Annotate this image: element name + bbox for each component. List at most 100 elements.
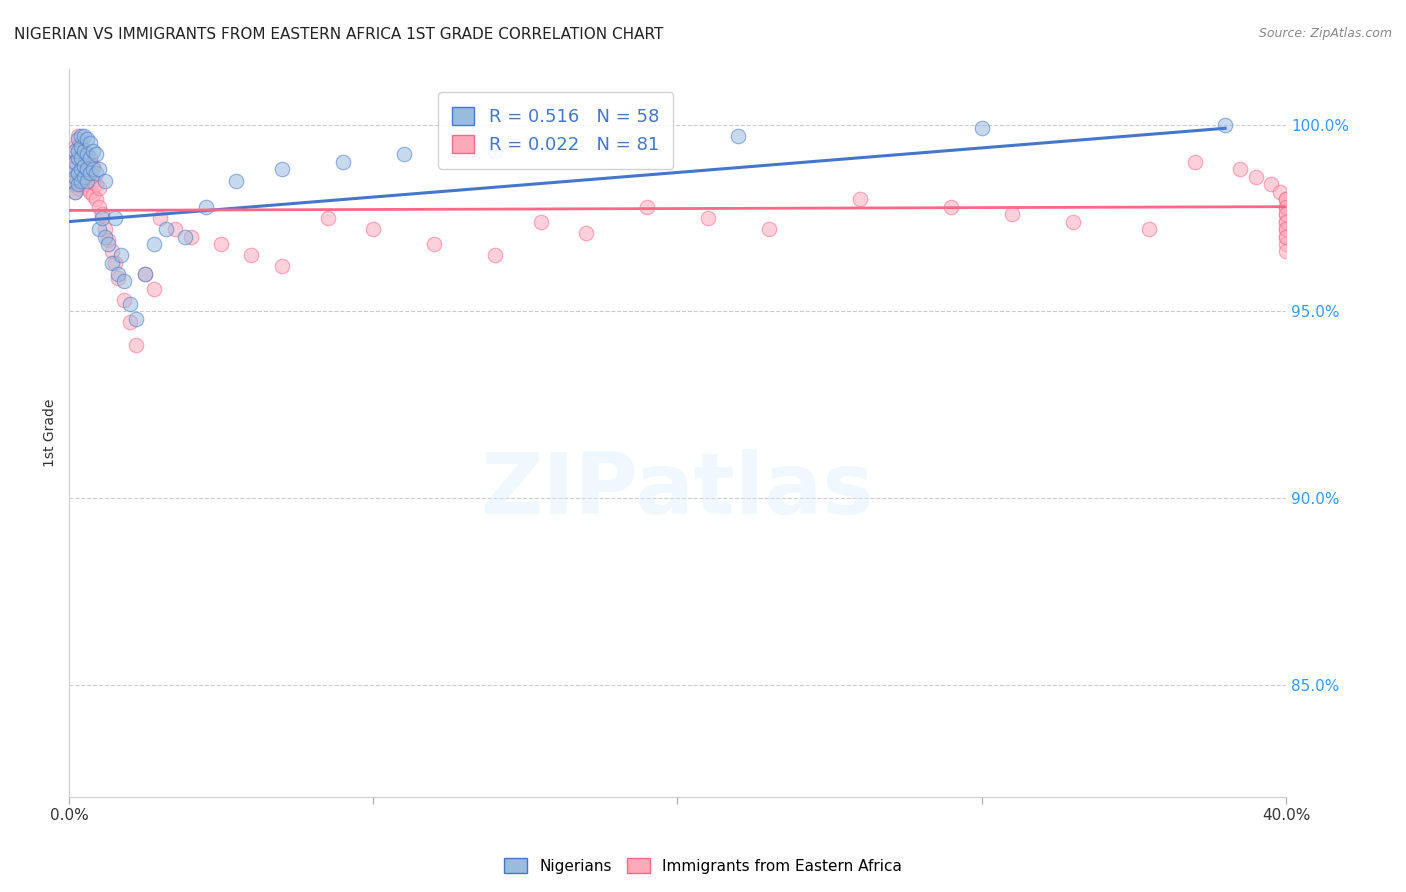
Point [63,140,86,154]
Point [70,128,93,143]
Legend: Nigerians, Immigrants from Eastern Africa: Nigerians, Immigrants from Eastern Afric… [498,852,908,880]
Point [84,166,107,180]
Point [1001,207,1024,221]
Point [97,237,120,252]
Point [423,237,446,252]
Point [76,162,98,177]
Point [60,162,83,177]
Point [271,162,294,177]
Point [849,192,872,206]
Point [70,178,93,192]
Point [316,211,339,225]
Point [125,311,148,326]
Point [143,237,166,252]
Point [73,162,96,177]
Point [1275,214,1298,228]
Point [60,154,83,169]
Point [79,136,101,151]
Point [67,128,90,143]
Point [67,151,90,165]
Point [82,162,104,177]
Point [1275,229,1298,244]
Point [225,173,247,187]
Point [63,185,86,199]
Point [67,181,90,195]
Point [1213,118,1236,132]
Point [332,154,354,169]
Point [73,128,96,143]
Point [67,132,90,146]
Point [1275,244,1298,259]
Point [84,147,107,161]
Point [209,237,232,252]
Point [73,159,96,173]
Point [84,178,107,192]
Point [1268,185,1291,199]
Point [484,248,506,262]
Point [67,140,90,154]
Point [361,222,384,236]
Point [67,151,90,165]
Point [134,267,156,281]
Point [67,166,90,180]
Point [696,211,718,225]
Point [1184,154,1206,169]
Point [970,121,993,136]
Point [1275,229,1298,244]
Point [79,151,101,165]
Point [67,166,90,180]
Point [1275,200,1298,214]
Point [392,147,415,161]
Point [70,173,93,187]
Point [1275,192,1298,206]
Point [70,140,93,154]
Point [758,222,780,236]
Point [1275,207,1298,221]
Point [112,274,135,288]
Point [67,144,90,158]
Point [60,173,83,187]
Point [1275,192,1298,206]
Point [100,244,122,259]
Point [1137,222,1160,236]
Point [63,169,86,184]
Point [134,267,156,281]
Text: NIGERIAN VS IMMIGRANTS FROM EASTERN AFRICA 1ST GRADE CORRELATION CHART: NIGERIAN VS IMMIGRANTS FROM EASTERN AFRI… [14,27,664,42]
Point [89,162,111,177]
Point [149,211,172,225]
Point [79,169,101,184]
Point [82,159,104,173]
Point [63,169,86,184]
Point [1062,214,1084,228]
Point [70,136,93,151]
Point [89,181,111,195]
Point [73,144,96,158]
Point [180,229,202,244]
Point [1275,237,1298,252]
Point [941,200,963,214]
Point [76,173,98,187]
Point [1229,162,1251,177]
Point [575,226,598,240]
Point [107,270,129,285]
Point [79,185,101,199]
Point [73,178,96,192]
Point [118,297,141,311]
Point [63,185,86,199]
Point [112,293,135,307]
Point [91,211,114,225]
Point [1260,178,1282,192]
Point [70,151,93,165]
Point [143,282,166,296]
Point [1275,214,1298,228]
Point [1275,222,1298,236]
Point [107,267,129,281]
Point [529,214,551,228]
Point [636,200,658,214]
Point [125,338,148,352]
Point [1275,222,1298,236]
Point [1244,169,1267,184]
Point [70,162,93,177]
Point [1275,207,1298,221]
Point [70,151,93,165]
